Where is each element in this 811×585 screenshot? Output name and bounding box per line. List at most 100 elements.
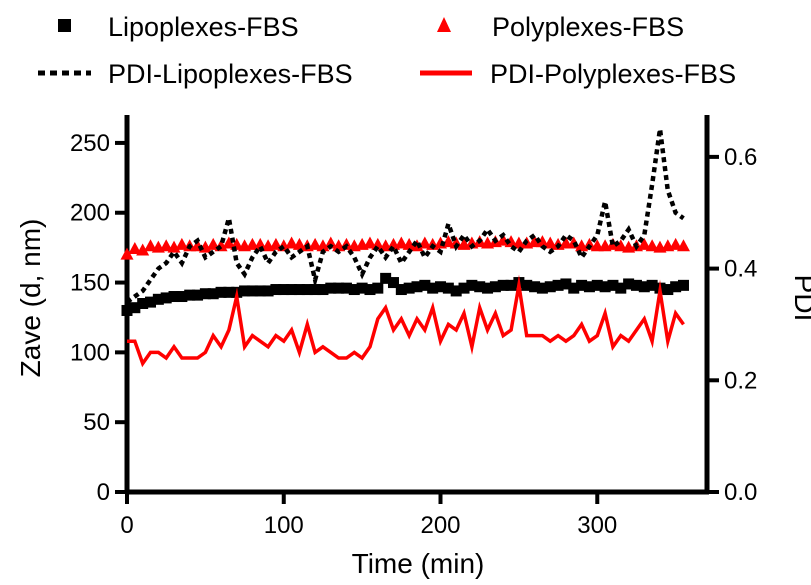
data-point-lipoplexes-fbs [254, 285, 266, 297]
data-point-lipoplexes-fbs [435, 281, 447, 293]
data-point-polyplexes-fbs [136, 243, 150, 256]
data-point-lipoplexes-fbs [419, 279, 431, 291]
data-point-lipoplexes-fbs [529, 281, 541, 293]
data-point-lipoplexes-fbs [192, 289, 204, 301]
data-point-polyplexes-fbs [324, 236, 338, 249]
data-point-lipoplexes-fbs [536, 282, 548, 294]
data-point-lipoplexes-fbs [427, 282, 439, 294]
data-point-lipoplexes-fbs [317, 284, 329, 296]
x-tick-label: 0 [120, 512, 133, 539]
data-point-lipoplexes-fbs [599, 281, 611, 293]
data-point-lipoplexes-fbs [239, 285, 251, 297]
y2-axis-title: PDI [789, 275, 811, 322]
data-point-lipoplexes-fbs [607, 279, 619, 291]
data-point-lipoplexes-fbs [505, 279, 517, 291]
data-point-lipoplexes-fbs [145, 296, 157, 308]
data-point-lipoplexes-fbs [215, 286, 227, 298]
data-point-lipoplexes-fbs [356, 282, 368, 294]
y-tick-label: 50 [83, 409, 110, 436]
data-point-lipoplexes-fbs [638, 281, 650, 293]
data-point-polyplexes-fbs [582, 237, 596, 250]
data-point-polyplexes-fbs [543, 236, 557, 249]
data-point-lipoplexes-fbs [129, 302, 141, 314]
y-tick-label: 250 [70, 130, 110, 157]
data-point-lipoplexes-fbs [411, 281, 423, 293]
data-point-lipoplexes-fbs [568, 282, 580, 294]
legend-label-lipoplexes: Lipoplexes-FBS [108, 12, 299, 42]
data-point-lipoplexes-fbs [576, 279, 588, 291]
y-axis-title: Zave (d, nm) [15, 219, 46, 378]
data-point-polyplexes-fbs [394, 236, 408, 249]
data-point-lipoplexes-fbs [482, 282, 494, 294]
data-point-lipoplexes-fbs [544, 281, 556, 293]
data-point-lipoplexes-fbs [591, 279, 603, 291]
y-tick-label: 0 [97, 479, 110, 506]
legend-label-pdi-polyplexes: PDI-Polyplexes-FBS [490, 59, 736, 89]
data-point-lipoplexes-fbs [646, 279, 658, 291]
data-point-polyplexes-fbs [614, 239, 628, 252]
data-point-lipoplexes-fbs [395, 284, 407, 296]
data-point-polyplexes-fbs [222, 236, 236, 249]
data-point-lipoplexes-fbs [286, 284, 298, 296]
series-line-pdi-polyplexes-fbs [127, 274, 685, 368]
data-point-lipoplexes-fbs [309, 284, 321, 296]
axes: 0 100 200 300 0 50 100 150 200 250 0.0 0.2 0.4 0.6 [70, 115, 757, 539]
legend-label-polyplexes: Polyplexes-FBS [492, 12, 684, 42]
data-point-polyplexes-fbs [371, 237, 385, 250]
x-axis-title: Time (min) [352, 548, 485, 579]
data-point-lipoplexes-fbs [121, 304, 133, 316]
y2-tick-label: 0.2 [724, 367, 757, 394]
data-point-polyplexes-fbs [175, 237, 189, 250]
data-point-lipoplexes-fbs [184, 289, 196, 301]
data-point-lipoplexes-fbs [403, 282, 415, 294]
data-point-lipoplexes-fbs [152, 293, 164, 305]
data-point-lipoplexes-fbs [168, 291, 180, 303]
data-point-lipoplexes-fbs [630, 279, 642, 291]
data-point-lipoplexes-fbs [333, 282, 345, 294]
x-tick-label: 200 [420, 512, 460, 539]
data-point-lipoplexes-fbs [450, 285, 462, 297]
data-point-lipoplexes-fbs [137, 298, 149, 309]
data-point-polyplexes-fbs [120, 247, 134, 260]
data-point-lipoplexes-fbs [160, 292, 172, 304]
data-point-lipoplexes-fbs [325, 282, 337, 294]
data-point-lipoplexes-fbs [380, 272, 392, 284]
data-point-lipoplexes-fbs [458, 282, 470, 294]
y-tick-label: 200 [70, 200, 110, 227]
x-tick-label: 300 [577, 512, 617, 539]
data-point-lipoplexes-fbs [262, 285, 274, 297]
data-point-polyplexes-fbs [128, 242, 142, 255]
data-point-lipoplexes-fbs [662, 284, 674, 296]
data-point-polyplexes-fbs [535, 235, 549, 248]
y2-tick-label: 0.6 [724, 144, 757, 171]
legend-label-pdi-lipoplexes: PDI-Lipoplexes-FBS [108, 59, 353, 89]
series-pdi-polyplexes-fbs [127, 274, 685, 368]
data-point-lipoplexes-fbs [497, 279, 509, 291]
data-point-polyplexes-fbs [292, 237, 306, 250]
data-point-polyplexes-fbs [308, 237, 322, 250]
data-point-lipoplexes-fbs [340, 282, 352, 294]
data-point-polyplexes-fbs [645, 239, 659, 252]
data-point-lipoplexes-fbs [293, 284, 305, 296]
data-point-polyplexes-fbs [144, 239, 158, 252]
data-point-lipoplexes-fbs [466, 279, 478, 291]
data-point-lipoplexes-fbs [677, 279, 689, 291]
y2-tick-label: 0.0 [724, 479, 757, 506]
data-point-lipoplexes-fbs [223, 286, 235, 298]
data-point-polyplexes-fbs [669, 237, 683, 250]
series-layer [120, 112, 690, 368]
data-point-polyplexes-fbs [441, 235, 455, 248]
y-tick-label: 150 [70, 270, 110, 297]
series-lipoplexes-fbs [121, 272, 689, 316]
data-point-lipoplexes-fbs [489, 281, 501, 293]
data-point-lipoplexes-fbs [372, 282, 384, 294]
data-point-lipoplexes-fbs [623, 278, 635, 290]
data-point-lipoplexes-fbs [474, 281, 486, 293]
data-point-polyplexes-fbs [363, 236, 377, 249]
data-point-lipoplexes-fbs [199, 288, 211, 300]
data-point-lipoplexes-fbs [364, 284, 376, 296]
data-point-lipoplexes-fbs [301, 284, 313, 296]
data-point-lipoplexes-fbs [207, 288, 219, 300]
data-point-lipoplexes-fbs [583, 281, 595, 293]
